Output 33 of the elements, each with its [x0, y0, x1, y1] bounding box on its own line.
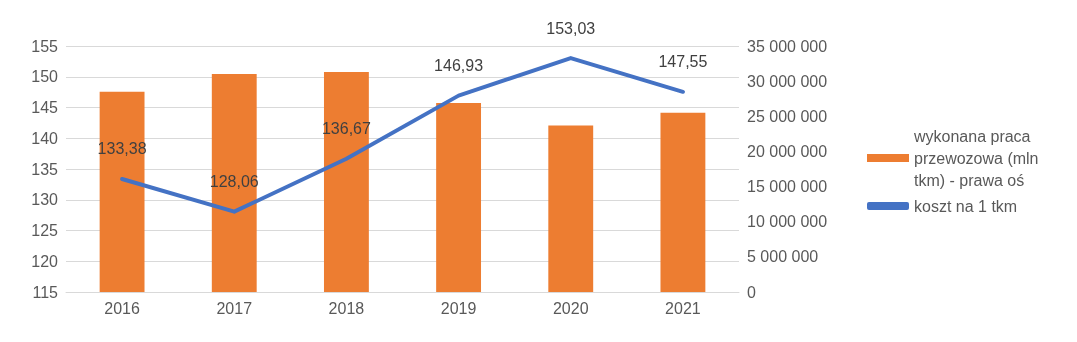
y-tick-label: 135 [31, 160, 59, 178]
y2-tick-label: 10 000 000 [747, 213, 828, 231]
x-tick-label: 2017 [216, 299, 253, 317]
x-tick-label: 2016 [104, 299, 140, 317]
x-tick-label: 2018 [328, 299, 365, 317]
x-tick-label: 2021 [665, 299, 701, 317]
y2-tick-label: 15 000 000 [747, 178, 828, 196]
y2-tick-label: 0 [747, 283, 756, 301]
data-label: 146,93 [434, 57, 484, 75]
x-tick-label: 2019 [440, 299, 477, 317]
data-label: 147,55 [658, 53, 708, 71]
bar [548, 125, 594, 292]
y-tick-label: 130 [31, 191, 59, 209]
bar [436, 102, 482, 292]
y-tick-label: 115 [32, 283, 59, 301]
y-tick-label: 155 [31, 37, 59, 55]
y-tick-label: 145 [31, 99, 59, 116]
bar [660, 112, 706, 292]
x-tick-label: 2020 [552, 299, 589, 317]
bar [211, 74, 257, 292]
y2-tick-label: 30 000 000 [747, 72, 828, 90]
y2-tick-label: 20 000 000 [747, 142, 828, 160]
y-tick-label: 140 [31, 129, 59, 147]
bar [323, 72, 369, 292]
bar [99, 91, 145, 292]
y-tick-label: 125 [31, 222, 59, 239]
y-tick-label: 150 [31, 68, 59, 86]
data-label: 153,03 [546, 19, 596, 37]
y2-tick-label: 35 000 000 [747, 37, 828, 55]
y2-tick-label: 25 000 000 [747, 107, 828, 125]
y-tick-label: 120 [31, 252, 59, 270]
legend-label: koszt na 1 tkm [914, 197, 1018, 215]
y2-tick-label: 5 000 000 [747, 248, 819, 266]
